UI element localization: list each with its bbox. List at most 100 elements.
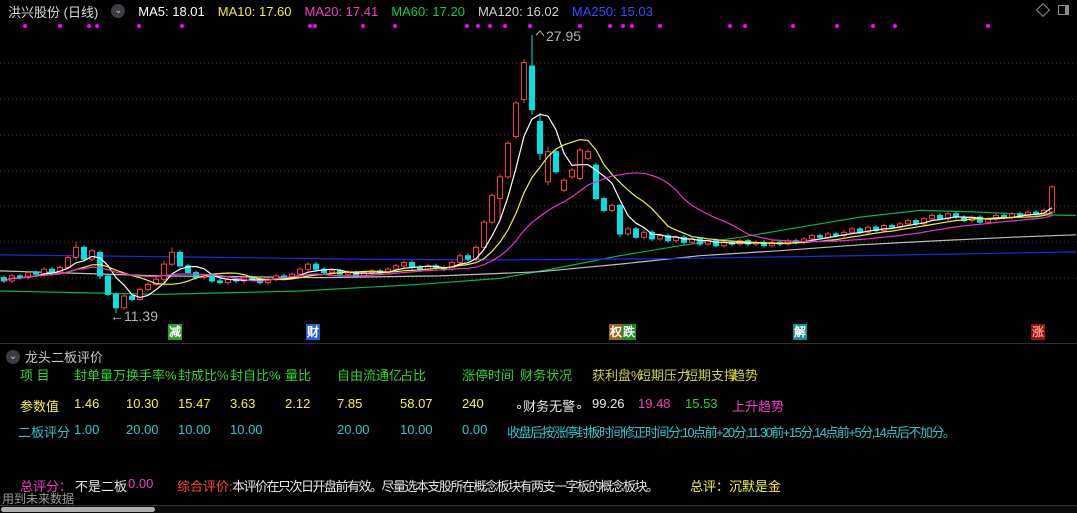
overlay-window-icon[interactable] [1058, 5, 1069, 15]
signal-dot [986, 24, 990, 28]
panel-title-row: ⌄ 龙头二板评价 [6, 347, 103, 366]
signal-dot [308, 24, 312, 28]
table-cell: 占比 [400, 368, 427, 383]
ma-legend-item: MA120: 16.02 [477, 3, 559, 19]
signal-dot [835, 24, 839, 28]
table-cell: 量比 [285, 368, 312, 383]
chart-header: 洪兴股份 (日线) ⌄ MA5: 18.01 MA10: 17.60 MA20: 1… [0, 0, 1077, 22]
table-cell: 1.46 [74, 396, 100, 411]
signal-dot [476, 24, 480, 28]
table-cell: 封自比% [230, 368, 281, 383]
table-cell: 封单量万 [74, 368, 127, 383]
future-data-note: 用到未来数据 [2, 492, 75, 506]
panel-chevron-icon[interactable]: ⌄ [6, 349, 20, 364]
table-cell: 10.00 [400, 422, 433, 437]
signal-dot [361, 24, 365, 28]
table-cell: 58.07 [400, 396, 433, 411]
ma-line-ma250 [0, 251, 1077, 261]
stock-title: 洪兴股份 (日线) [8, 4, 99, 20]
table-cell: 10.00 [230, 422, 263, 437]
table-row: 总评分： 不是二板 0.00 综合评价: 本评价在只次日开盘前有效。尽量选本支股所在概念… [0, 476, 1077, 494]
table-cell: 趋势 [732, 368, 759, 383]
signal-dot [313, 24, 317, 28]
event-badge-减[interactable]: 减 [168, 324, 183, 340]
table-cell: 本评价在只次日开盘前有效。尽量选本支股所在概念板块有两支一字板的概念板块。 [232, 479, 659, 494]
low-price-label: ←11.39 [110, 308, 158, 324]
table-cell: 15.53 [685, 396, 718, 411]
table-row: 参数值 1.46 10.30 15.47 3.63 2.12 7.85 58.07 240 ∘财务… [0, 396, 1077, 414]
signal-dot [621, 24, 625, 28]
table-cell: 20.00 [337, 422, 370, 437]
table-cell: 短期支撑 [685, 368, 738, 383]
horizontal-scrollbar[interactable] [0, 505, 1077, 513]
signal-dot [465, 24, 469, 28]
event-badge-解[interactable]: 解 [793, 324, 808, 340]
ma-legend-item: MA20: 17.41 [304, 3, 379, 19]
table-cell: 0.00 [128, 476, 154, 491]
table-cell: 总评：沉默是金 [690, 479, 782, 494]
table-cell: 3.63 [230, 396, 256, 411]
signal-dot [393, 24, 397, 28]
signal-dot [137, 24, 141, 28]
diamond-icon[interactable] [1035, 2, 1051, 18]
event-badge-权[interactable]: 权 [609, 324, 624, 340]
signal-dot [488, 24, 492, 28]
table-cell: 综合评价: [177, 479, 233, 494]
table-cell: 7.85 [337, 396, 363, 411]
ma-line-20 [3, 172, 1053, 282]
kline-svg[interactable]: 27.95 ←11.39 [0, 22, 1077, 342]
ma-line-5 [3, 113, 1053, 299]
table-cell: 15.47 [178, 396, 211, 411]
table-cell: 不是二板 [75, 479, 128, 494]
signal-dot [58, 24, 62, 28]
table-cell: 2.12 [285, 396, 311, 411]
signal-dot [95, 24, 99, 28]
ma-legend: MA5: 18.01 MA10: 17.60 MA20: 17.41 MA60: 17… [138, 4, 653, 19]
signal-dot [871, 24, 875, 28]
table-cell: 10.30 [126, 396, 159, 411]
kline-chart-area[interactable]: 27.95 ←11.39 [0, 22, 1077, 342]
table-cell: 短期压力 [638, 368, 691, 383]
indicator-panel: ⌄ 龙头二板评价 项 目 封单量万 换手率% 封成比% 封自比% 量比 自由流通亿 占比 涨停时… [0, 343, 1077, 505]
high-price-label: 27.95 [546, 28, 581, 44]
table-cell: 自由流通亿 [337, 368, 403, 383]
scrollbar-thumb[interactable] [1, 507, 155, 512]
table-cell: 涨停时间 [462, 368, 515, 383]
signal-dot [578, 24, 582, 28]
chevron-down-icon[interactable]: ⌄ [111, 4, 126, 18]
table-cell: 上升趋势 [732, 399, 785, 414]
table-cell: 换手率% [126, 368, 177, 383]
event-badge-涨[interactable]: 涨 [1031, 324, 1046, 340]
signal-dot [608, 24, 612, 28]
ma-legend-item: MA5: 18.01 [138, 3, 205, 19]
ma-line-10 [3, 138, 1053, 285]
table-cell: 99.26 [592, 396, 625, 411]
table-cell: 20.00 [126, 422, 159, 437]
signal-dot [630, 24, 634, 28]
ma-line-ma60 [0, 209, 1077, 296]
table-cell: 获利盘% [592, 368, 643, 383]
table-row: 项 目 封单量万 换手率% 封成比% 封自比% 量比 自由流通亿 占比 涨停时间 财务状况 获利盘%… [0, 365, 1077, 383]
signal-dot [658, 24, 662, 28]
signal-dot [743, 24, 747, 28]
table-cell: 封成比% [178, 368, 229, 383]
table-cell: 10.00 [178, 422, 211, 437]
panel-title: 龙头二板评价 [25, 350, 104, 365]
signal-dot [893, 24, 897, 28]
table-cell: 财务状况 [520, 368, 573, 383]
table-cell: 1.00 [74, 422, 100, 437]
event-badge-跌[interactable]: 跌 [622, 324, 637, 340]
event-badge-财[interactable]: 财 [306, 324, 321, 340]
signal-dot [23, 24, 27, 28]
table-cell: 二板评分 [18, 425, 71, 440]
ma-legend-item: MA250: 15.03 [571, 3, 653, 19]
table-cell: 0.00 [462, 422, 488, 437]
table-cell: 240 [462, 396, 484, 411]
ma-legend-item: MA60: 17.20 [391, 3, 465, 19]
table-cell: ∘财务无警∘ [515, 399, 584, 414]
signal-dot [503, 24, 507, 28]
table-cell: 19.48 [638, 396, 671, 411]
signal-dot [528, 24, 532, 28]
signal-dot [791, 24, 795, 28]
